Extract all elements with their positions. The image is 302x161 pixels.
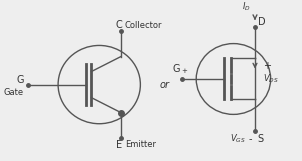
Text: E: E xyxy=(116,140,122,150)
Text: S: S xyxy=(257,134,263,144)
Text: Collector: Collector xyxy=(125,21,162,30)
Text: +: + xyxy=(263,61,271,71)
Text: -: - xyxy=(249,134,252,144)
Text: +: + xyxy=(182,68,187,74)
Text: Emitter: Emitter xyxy=(125,140,156,149)
Text: Gate: Gate xyxy=(4,88,24,97)
Text: G: G xyxy=(16,75,24,85)
Text: C: C xyxy=(115,20,122,30)
Text: $I_D$: $I_D$ xyxy=(242,0,251,13)
Text: $V_{GS}$: $V_{GS}$ xyxy=(230,132,246,145)
Text: G: G xyxy=(172,64,180,74)
Text: or: or xyxy=(160,80,170,90)
Text: D: D xyxy=(258,17,265,27)
Text: $V_{DS}$: $V_{DS}$ xyxy=(263,73,279,85)
